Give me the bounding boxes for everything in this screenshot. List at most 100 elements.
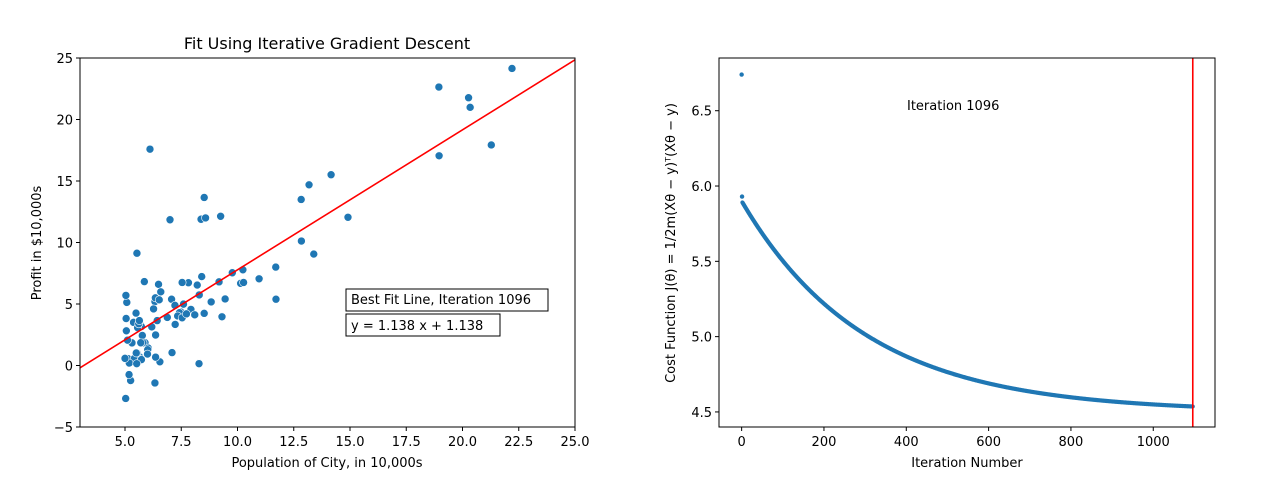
data-point	[190, 310, 200, 320]
cost-point	[739, 72, 744, 77]
data-point	[124, 370, 134, 379]
x-tick-label: 15.0	[336, 435, 365, 450]
annotation-best-fit-box	[345, 288, 549, 312]
data-point	[132, 359, 141, 368]
data-point	[464, 93, 473, 103]
data-point	[434, 151, 444, 161]
data-point	[182, 309, 191, 319]
chart-cost: 0 200 400 600 800 1000 4.5 5.0 5.5 6.0 6.5 Iterati…	[664, 57, 1216, 471]
x-tick-label: 5.0	[115, 435, 136, 450]
x-tick-label: 0	[737, 435, 745, 450]
chart2-annotation: Iteration 1096	[907, 99, 999, 114]
y-tick-label: 5.5	[691, 255, 712, 270]
data-point	[192, 280, 202, 290]
data-point	[151, 330, 160, 340]
y-tick-label: 4.5	[691, 406, 712, 421]
data-point	[135, 316, 144, 325]
data-point	[122, 326, 131, 336]
data-point	[271, 262, 281, 272]
data-point	[254, 274, 264, 284]
data-point	[120, 354, 130, 363]
chart1-ylabel: Profit in $10,000s	[30, 185, 45, 300]
data-point	[138, 331, 147, 340]
y-tick-label: 5	[65, 298, 73, 313]
data-point	[170, 320, 180, 329]
data-point	[326, 170, 336, 180]
data-point	[145, 144, 155, 154]
y-tick-label: 0	[65, 360, 73, 375]
best-fit-line	[80, 59, 575, 369]
chart1-frame	[79, 57, 576, 428]
data-point	[121, 291, 131, 300]
data-point	[197, 272, 207, 281]
chart1-plot-area	[80, 59, 575, 403]
x-tick-label: 10.0	[223, 435, 252, 450]
x-tick-label: 1000	[1137, 435, 1170, 450]
data-point	[271, 294, 281, 304]
data-point	[465, 103, 475, 112]
data-point	[199, 309, 209, 318]
data-point	[199, 193, 209, 202]
data-point	[194, 359, 204, 368]
data-point	[140, 277, 149, 286]
data-point	[239, 278, 248, 287]
data-point	[167, 348, 177, 357]
data-point	[217, 312, 227, 322]
annotation-equation-box	[345, 313, 501, 337]
annotation-equation-text: y = 1.138 x + 1.138	[351, 319, 483, 334]
chart1-xlabel: Population of City, in 10,000s	[231, 456, 422, 471]
data-point	[121, 314, 131, 323]
data-point	[149, 304, 158, 314]
cost-point	[739, 194, 745, 199]
x-tick-label: 200	[812, 435, 837, 450]
data-point	[132, 248, 142, 258]
data-point	[216, 212, 225, 221]
x-tick-label: 22.5	[504, 435, 533, 450]
data-point	[143, 349, 152, 359]
chart-fit: Fit Using Iterative Gradient Descent 5.0…	[30, 34, 589, 471]
y-tick-label: 15	[56, 175, 73, 190]
data-point	[304, 180, 314, 190]
chart1-title: Fit Using Iterative Gradient Descent	[184, 34, 470, 53]
y-tick-label: 10	[56, 237, 73, 252]
chart2-ylabel: Cost Function J(θ) = 1/2m(Xθ − y)ᵀ(Xθ − …	[664, 103, 679, 383]
data-point	[343, 212, 353, 222]
y-tick-label: 20	[56, 114, 73, 129]
y-tick-label: 25	[56, 52, 73, 67]
annotation-best-fit: Best Fit Line, Iteration 1096	[345, 288, 549, 312]
data-point	[507, 64, 517, 73]
y-tick-label: 6.5	[691, 105, 712, 120]
data-point	[136, 338, 146, 348]
data-point	[131, 308, 141, 318]
data-point	[220, 294, 230, 304]
chart2-plot-area	[739, 58, 1195, 427]
data-point	[151, 352, 160, 362]
x-tick-label: 25.0	[561, 435, 590, 450]
y-tick-label: 5.0	[691, 331, 712, 346]
cost-curve	[740, 200, 1195, 409]
data-point	[297, 236, 306, 246]
x-tick-label: 20.0	[448, 435, 477, 450]
data-point	[201, 213, 210, 223]
x-tick-label: 800	[1059, 435, 1084, 450]
annotation-equation: y = 1.138 x + 1.138	[345, 313, 501, 337]
data-point	[434, 82, 444, 92]
x-tick-label: 7.5	[171, 435, 192, 450]
chart2-frame	[718, 57, 1216, 428]
y-tick-label: −5	[54, 421, 73, 436]
data-point	[309, 249, 319, 259]
x-tick-label: 600	[976, 435, 1001, 450]
data-point	[122, 298, 132, 307]
chart2-xlabel: Iteration Number	[911, 456, 1023, 471]
data-point	[177, 278, 187, 287]
x-tick-label: 12.5	[279, 435, 308, 450]
data-point	[121, 394, 130, 403]
data-point	[486, 140, 496, 150]
x-tick-label: 17.5	[392, 435, 421, 450]
y-tick-label: 6.0	[691, 180, 712, 195]
x-tick-label: 400	[894, 435, 919, 450]
annotation-best-fit-text: Best Fit Line, Iteration 1096	[351, 293, 531, 308]
data-point	[154, 295, 164, 305]
data-point	[131, 348, 141, 358]
